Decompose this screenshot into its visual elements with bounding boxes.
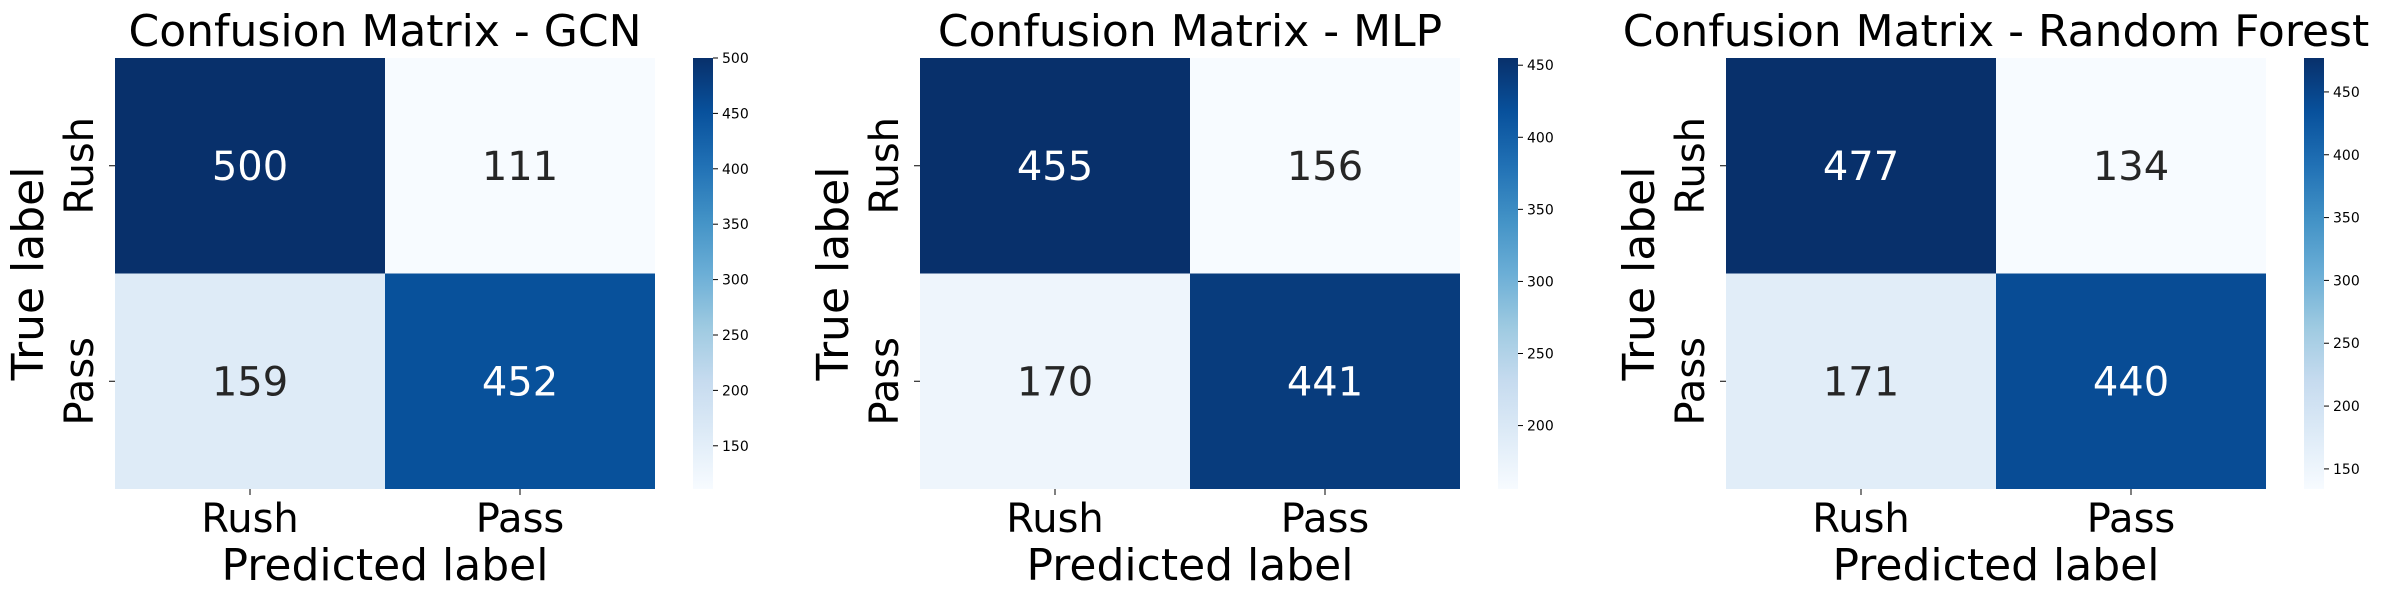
heatmap-cell: [1996, 58, 2266, 274]
heatmap-cell: [1726, 58, 1996, 274]
y-tick-label: Rush: [862, 117, 908, 215]
cell-value-label: 156: [1287, 144, 1363, 190]
colorbar: [2304, 58, 2324, 489]
colorbar-tick-label: 450: [722, 106, 749, 122]
confusion-matrix-panel-1: Confusion Matrix - GCN 500 111 159 452 Rush Pa…: [3, 6, 749, 591]
cell-value-label: 111: [482, 144, 558, 190]
colorbar: [1498, 58, 1518, 489]
colorbar-tick-label: 350: [722, 217, 749, 233]
colorbar-tick-label: 200: [1527, 419, 1554, 435]
heatmap-cell: [920, 58, 1190, 274]
heatmap-cell: [1726, 273, 1996, 489]
colorbar-tick-label: 150: [722, 439, 749, 455]
colorbar-tick-label: 300: [1527, 274, 1554, 290]
x-tick-label: Rush: [201, 496, 299, 542]
cell-value-label: 170: [1017, 359, 1093, 405]
y-tick-label: Pass: [1668, 337, 1714, 426]
y-tick-label: Pass: [57, 337, 103, 426]
cell-value-label: 171: [1823, 359, 1899, 405]
heatmap-cell: [1996, 273, 2266, 489]
colorbar-tick-label: 500: [722, 51, 749, 67]
chart-title: Confusion Matrix - MLP: [938, 6, 1442, 57]
chart-title: Confusion Matrix - Random Forest: [1623, 6, 2369, 57]
x-axis-label: Predicted label: [222, 540, 549, 591]
heatmap-cell: [920, 273, 1190, 489]
cell-value-label: 452: [482, 359, 558, 405]
colorbar-tick-label: 400: [2333, 148, 2360, 164]
heatmap-cell: [385, 273, 655, 489]
colorbar-tick-label: 450: [1527, 58, 1554, 74]
cell-value-label: 500: [212, 144, 288, 190]
x-axis-label: Predicted label: [1833, 540, 2160, 591]
colorbar-tick-label: 250: [1527, 347, 1554, 363]
colorbar-tick-label: 250: [2333, 336, 2360, 352]
colorbar: [693, 58, 713, 489]
colorbar-tick-label: 300: [722, 273, 749, 289]
confusion-matrix-panel-3: Confusion Matrix - Random Forest 477 134 17…: [1614, 6, 2369, 591]
heatmap-cell: [1190, 58, 1460, 274]
colorbar-tick-label: 450: [2333, 85, 2360, 101]
colorbar-tick-label: 200: [2333, 399, 2360, 415]
heatmap-cell: [385, 58, 655, 274]
y-tick-label: Rush: [1668, 117, 1714, 215]
colorbar-tick-label: 250: [722, 328, 749, 344]
y-tick-label: Rush: [57, 117, 103, 215]
y-axis-label: True label: [808, 167, 859, 382]
x-axis-label: Predicted label: [1027, 540, 1354, 591]
colorbar-tick-label: 300: [2333, 273, 2360, 289]
cell-value-label: 440: [2093, 359, 2169, 405]
y-tick-label: Pass: [862, 337, 908, 426]
colorbar-tick-label: 400: [1527, 130, 1554, 146]
colorbar-tick-label: 350: [1527, 202, 1554, 218]
confusion-matrix-panel-2: Confusion Matrix - MLP 455 156 170 441 Rush Pa…: [808, 6, 1554, 591]
cell-value-label: 134: [2093, 144, 2169, 190]
x-tick-label: Pass: [2087, 496, 2176, 542]
colorbar-tick-label: 400: [722, 162, 749, 178]
x-tick-label: Rush: [1812, 496, 1910, 542]
colorbar-tick-label: 200: [722, 383, 749, 399]
y-axis-label: True label: [1614, 167, 1665, 382]
colorbar-tick-label: 150: [2333, 462, 2360, 478]
colorbar-tick-label: 350: [2333, 211, 2360, 227]
x-tick-label: Pass: [476, 496, 565, 542]
heatmap-cell: [115, 273, 385, 489]
y-axis-label: True label: [3, 167, 54, 382]
cell-value-label: 159: [212, 359, 288, 405]
heatmap-cell: [115, 58, 385, 274]
cell-value-label: 441: [1287, 359, 1363, 405]
cell-value-label: 455: [1017, 144, 1093, 190]
x-tick-label: Rush: [1006, 496, 1104, 542]
chart-title: Confusion Matrix - GCN: [129, 6, 642, 57]
heatmap-cell: [1190, 273, 1460, 489]
cell-value-label: 477: [1823, 144, 1899, 190]
x-tick-label: Pass: [1281, 496, 1370, 542]
